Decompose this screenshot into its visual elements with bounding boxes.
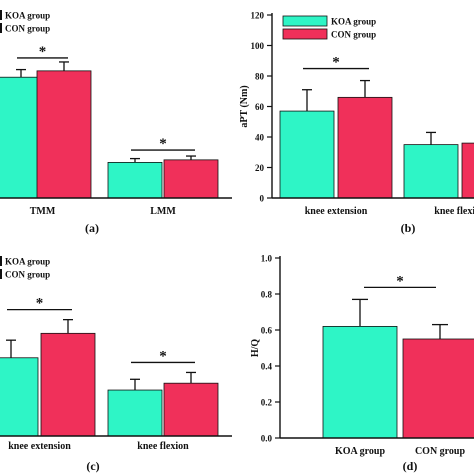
x-tick-label: KOA group	[335, 446, 386, 457]
y-tick-label: 20	[255, 163, 265, 173]
bar	[461, 142, 474, 199]
y-tick-label: 40	[255, 133, 265, 143]
panel-label: (a)	[85, 221, 99, 235]
bar	[40, 332, 96, 437]
chart-panel-b: * 0 20 40 60 80 100 120 knee extension knee flexi…	[239, 11, 474, 235]
legend-swatch	[282, 28, 328, 40]
x-tick-label: knee extension	[8, 441, 71, 452]
y-tick-label: 0.0	[261, 434, 273, 444]
bar	[322, 325, 398, 439]
legend-label: KOA group	[5, 257, 50, 267]
y-tick-label: 120	[251, 11, 265, 21]
bar	[163, 159, 219, 199]
legend-swatch	[0, 10, 2, 20]
legend-label: KOA group	[5, 11, 50, 21]
panel-label: (b)	[401, 221, 416, 235]
y-tick-label: 80	[255, 72, 265, 82]
x-tick-label: LMM	[150, 206, 176, 217]
x-tick-label: TMM	[30, 206, 56, 217]
panel-label: (c)	[86, 459, 99, 473]
significance-star: *	[159, 136, 167, 152]
significance-star: *	[396, 273, 404, 289]
significance-star: *	[39, 44, 47, 60]
x-tick-label: knee extension	[305, 206, 368, 217]
x-tick-label: CON group	[415, 446, 466, 457]
y-tick-label: 0.6	[261, 326, 273, 336]
chart-panel-d: * 0.0 0.2 0.4 0.6 0.8 1.0 KOA group CON group H/Q…	[250, 254, 474, 473]
legend-label: KOA group	[331, 17, 376, 27]
legend-label: CON group	[5, 270, 50, 280]
bar	[0, 357, 39, 437]
legend-swatch	[0, 269, 2, 279]
significance-star: *	[332, 55, 340, 71]
x-tick-label: knee flexion	[434, 206, 474, 217]
y-tick-label: 100	[251, 41, 265, 51]
bar	[107, 161, 163, 199]
y-axis-label: H/Q	[250, 339, 261, 358]
y-tick-label: 0.2	[261, 398, 273, 408]
y-tick-label: 0.4	[261, 362, 273, 372]
x-tick-label: knee flexion	[137, 441, 189, 452]
y-tick-label: 60	[255, 102, 265, 112]
bar	[163, 382, 219, 437]
significance-star: *	[36, 296, 44, 312]
bar	[402, 338, 474, 439]
panel-label: (d)	[403, 459, 418, 473]
y-tick-label: 0	[260, 194, 265, 204]
chart-panel-a: * * TMM LMM KOA group CON group (a)	[0, 10, 232, 235]
y-tick-label: 0.8	[261, 290, 273, 300]
bar	[337, 96, 393, 199]
bar	[403, 144, 459, 199]
legend-swatch	[282, 15, 328, 27]
bar	[107, 389, 163, 437]
legend-label: CON group	[5, 24, 50, 34]
legend-swatch	[0, 256, 2, 266]
chart-panel-c: * * knee extension knee flexion KOA group CON…	[0, 256, 232, 473]
bar	[36, 70, 92, 199]
legend-label: CON group	[331, 30, 376, 40]
significance-star: *	[159, 348, 167, 364]
y-axis-label: aPT (Nm)	[239, 85, 250, 127]
bar	[279, 110, 335, 199]
y-tick-label: 1.0	[261, 254, 273, 264]
legend-swatch	[0, 23, 2, 33]
